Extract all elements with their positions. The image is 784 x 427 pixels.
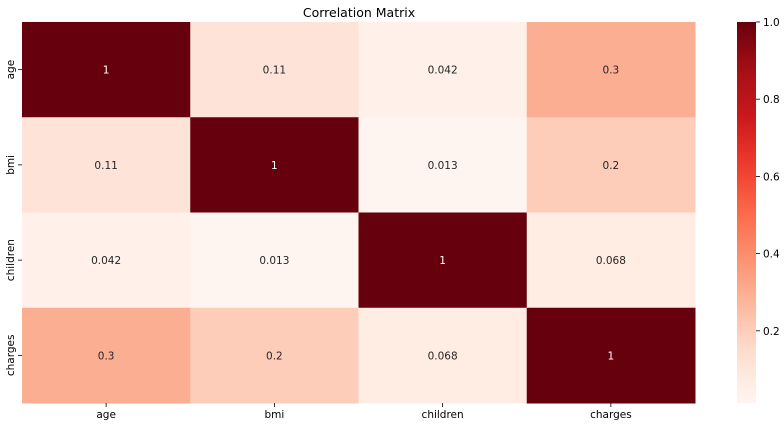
- colorbar: 0.2 0.4 0.6 0.8 1.0: [737, 17, 780, 403]
- x-tick-label-charges: charges: [590, 409, 632, 421]
- cell-value-label: 0.013: [428, 160, 458, 172]
- heatmap-cell-age-bmi: [190, 22, 359, 118]
- cell-value-label: 1: [271, 160, 278, 172]
- chart-title: Correlation Matrix: [303, 5, 415, 20]
- heatmap-cell-bmi-charges: [526, 117, 696, 213]
- heatmap-cell-charges-charges: [526, 307, 696, 404]
- cell-value-label: 0.068: [428, 350, 458, 362]
- cell-value-label: 0.11: [263, 65, 286, 77]
- heatmap-cell-children-age: [22, 212, 191, 309]
- colorbar-tick-label: 0.6: [763, 171, 780, 183]
- x-tick-label-bmi: bmi: [264, 409, 284, 421]
- cell-value-label: 1: [103, 65, 110, 77]
- cell-value-label: 1: [608, 350, 615, 362]
- y-tick-label-age: age: [5, 60, 17, 80]
- heatmap-cell-bmi-age: [22, 117, 191, 213]
- heatmap-cell-bmi-children: [358, 117, 528, 213]
- x-tick-label-children: children: [422, 409, 464, 421]
- colorbar-tick-label: 0.8: [763, 94, 780, 106]
- y-tick-label-bmi: bmi: [5, 155, 17, 175]
- x-axis: age bmi children charges: [96, 403, 632, 421]
- colorbar-tick-label: 0.4: [763, 249, 780, 261]
- heatmap-cell-children-charges: [526, 212, 696, 309]
- y-tick-label-charges: charges: [5, 335, 17, 377]
- y-axis: age bmi children charges: [5, 60, 22, 376]
- cell-value-label: 0.042: [91, 255, 121, 267]
- cell-value-label: 0.2: [266, 350, 283, 362]
- colorbar-tick-label: 0.2: [763, 326, 780, 338]
- heatmap-cell-age-charges: [526, 22, 696, 118]
- colorbar-gradient: [737, 22, 756, 403]
- colorbar-tick-label: 1.0: [763, 17, 780, 29]
- heatmap-cell-charges-age: [22, 307, 191, 404]
- heatmap-cell-children-children: [358, 212, 528, 309]
- cell-value-label: 0.3: [98, 350, 115, 362]
- x-tick-label-age: age: [96, 409, 116, 421]
- heatmap-cell-charges-bmi: [190, 307, 359, 404]
- heatmap-cell-age-children: [358, 22, 528, 118]
- heatmap-cell-charges-children: [358, 307, 528, 404]
- cell-value-label: 0.2: [603, 160, 620, 172]
- heatmap-cell-bmi-bmi: [190, 117, 359, 213]
- cell-value-label: 1: [439, 255, 446, 267]
- y-tick-label-children: children: [5, 239, 17, 281]
- cell-value-label: 0.013: [259, 255, 289, 267]
- heatmap-annotations: 1 0.11 0.042 0.3 0.11 1 0.013 0.2 0.042 0.013 1 0.0…: [91, 65, 626, 363]
- heatmap-cell-age-age: [22, 22, 191, 118]
- cell-value-label: 0.11: [94, 160, 117, 172]
- cell-value-label: 0.042: [428, 65, 458, 77]
- cell-value-label: 0.068: [596, 255, 626, 267]
- cell-value-label: 0.3: [603, 65, 620, 77]
- heatmap-cells: [22, 22, 696, 404]
- heatmap-cell-children-bmi: [190, 212, 359, 309]
